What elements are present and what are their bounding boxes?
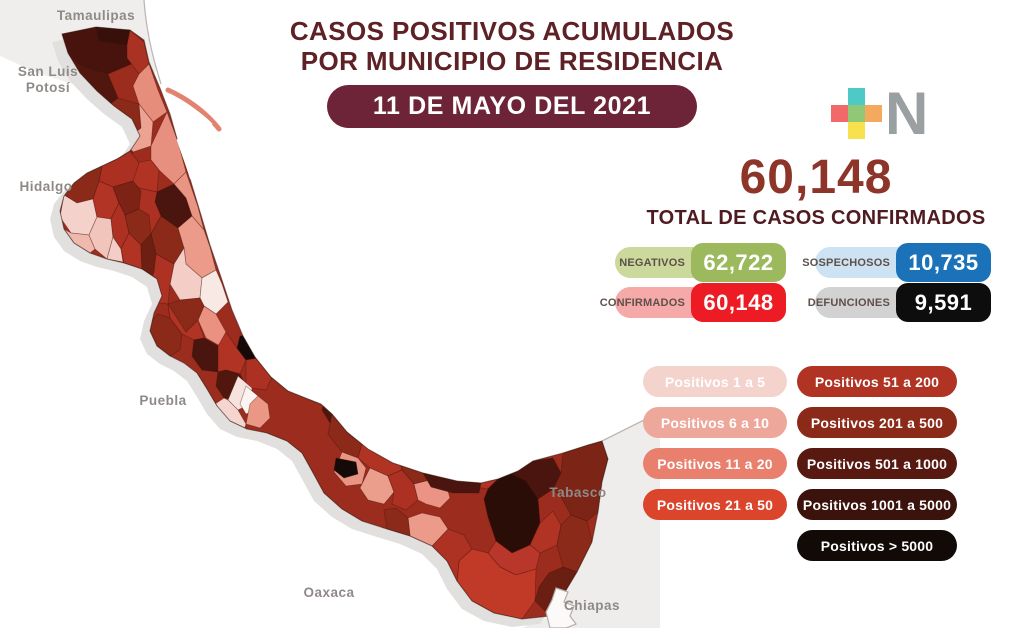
- state-label-chiapas: Chiapas: [564, 598, 620, 613]
- badge-sospechosos-label: SOSPECHOSOS: [802, 256, 890, 269]
- page-title: CASOS POSITIVOS ACUMULADOS POR MUNICIPIO…: [262, 16, 762, 76]
- chiapas-border-sliver: [545, 587, 577, 628]
- state-label-puebla: Puebla: [139, 393, 186, 408]
- state-label-sanluis: San Luis: [18, 64, 78, 79]
- state-label-potos: Potosí: [26, 80, 71, 95]
- plus-square-top: [848, 88, 865, 105]
- legend-pill-6-a-10: Positivos 6 a 10: [643, 407, 787, 438]
- plus-square-left: [831, 105, 848, 122]
- badge-defunciones: DEFUNCIONES 9,591: [807, 283, 991, 322]
- legend-column-right: Positivos 51 a 200 Positivos 201 a 500 P…: [797, 366, 957, 561]
- tamaulipas-coastline: [143, 0, 162, 85]
- total-confirmed-label: TOTAL DE CASOS CONFIRMADOS: [646, 207, 986, 229]
- tamiahua-lagoon-spit: [165, 87, 222, 180]
- mas-noticias-logo: N: [831, 79, 929, 147]
- date-banner: 11 DE MAYO DEL 2021: [326, 85, 698, 129]
- tabasco-region: [522, 414, 660, 628]
- plus-square-bottom: [848, 122, 865, 139]
- badge-confirmados-label: CONFIRMADOS: [599, 296, 685, 309]
- badge-sospechosos: SOSPECHOSOS 10,735: [802, 243, 991, 282]
- total-confirmed-value: 60,148: [739, 151, 893, 204]
- legend-pill-mayor-5000: Positivos > 5000: [797, 530, 957, 561]
- badge-confirmados-value: 60,148: [691, 283, 786, 322]
- map-legend: Positivos 1 a 5 Positivos 6 a 10 Positiv…: [643, 366, 957, 561]
- state-label-hidalgo: Hidalgo: [20, 179, 73, 194]
- stat-badges: NEGATIVOS 62,722 SOSPECHOSOS 10,735 CONF…: [599, 243, 991, 322]
- legend-pill-51-a-200: Positivos 51 a 200: [797, 366, 957, 397]
- badge-negativos-value: 62,722: [691, 243, 786, 282]
- kpi-block: 60,148 TOTAL DE CASOS CONFIRMADOS: [620, 150, 1012, 230]
- state-outline: [59, 26, 609, 620]
- title-line-1: CASOS POSITIVOS ACUMULADOS: [289, 16, 735, 46]
- badge-defunciones-value: 9,591: [896, 283, 991, 322]
- legend-pill-11-a-20: Positivos 11 a 20: [643, 448, 787, 479]
- state-label-tamaulipas: Tamaulipas: [57, 8, 135, 23]
- title-line-2: POR MUNICIPIO DE RESIDENCIA: [300, 46, 724, 77]
- badge-negativos: NEGATIVOS 62,722: [615, 243, 786, 282]
- badge-confirmados: CONFIRMADOS 60,148: [599, 283, 786, 322]
- legend-pill-1001-a-5000: Positivos 1001 a 5000: [797, 489, 957, 520]
- legend-pill-201-a-500: Positivos 201 a 500: [797, 407, 957, 438]
- badge-sospechosos-value: 10,735: [896, 243, 991, 282]
- badge-negativos-label: NEGATIVOS: [619, 256, 685, 269]
- legend-column-left: Positivos 1 a 5 Positivos 6 a 10 Positiv…: [643, 366, 787, 561]
- state-label-tabasco: Tabasco: [549, 485, 606, 500]
- legend-pill-21-a-50: Positivos 21 a 50: [643, 489, 787, 520]
- plus-icon: [831, 88, 882, 139]
- plus-square-right: [865, 105, 882, 122]
- logo-letter-n: N: [885, 79, 929, 147]
- header: CASOS POSITIVOS ACUMULADOS POR MUNICIPIO…: [262, 16, 762, 129]
- legend-pill-501-a-1000: Positivos 501 a 1000: [797, 448, 957, 479]
- state-label-oaxaca: Oaxaca: [303, 585, 354, 600]
- plus-square-center: [848, 105, 865, 122]
- badge-defunciones-label: DEFUNCIONES: [807, 296, 890, 309]
- legend-pill-1-a-5: Positivos 1 a 5: [643, 366, 787, 397]
